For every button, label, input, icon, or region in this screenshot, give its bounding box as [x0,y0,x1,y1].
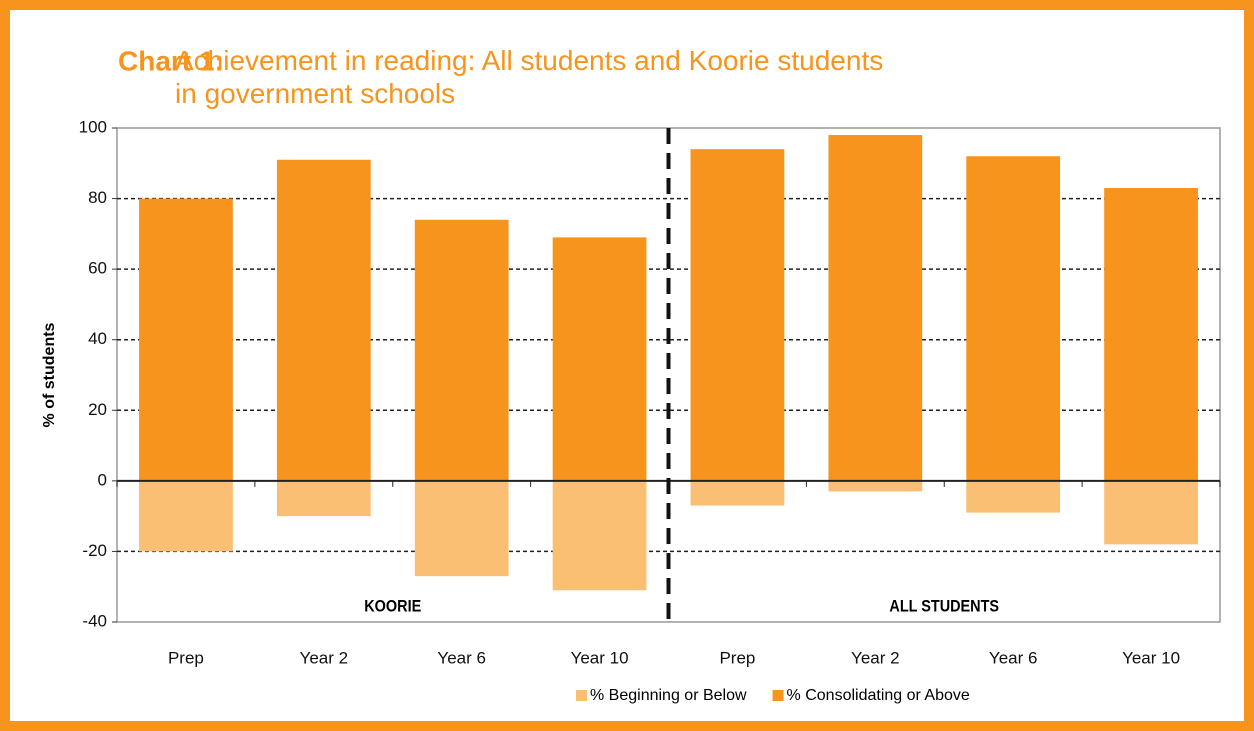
bar [690,149,785,481]
bar [966,156,1061,481]
y-tick-label: -20 [82,541,107,560]
bar [1104,480,1198,545]
legend-label: % Consolidating or Above [787,687,970,704]
legend-swatch [576,690,587,701]
legend-label: % Beginning or Below [590,687,747,704]
y-tick-label: 0 [98,470,107,489]
legend-swatch [772,690,784,701]
bar [966,480,1061,513]
bar [139,198,233,481]
y-tick-label: -40 [82,611,107,630]
x-tick-label: Prep [719,648,755,667]
bar [276,159,371,481]
x-tick-label: Year 6 [437,648,486,667]
y-tick-label: 20 [88,400,107,419]
bar [414,219,509,481]
x-tick-label: Year 2 [300,648,349,667]
y-tick-label: 100 [79,117,107,136]
y-axis-label: % of students [41,322,58,427]
chart-title-prefix: Chart 1: [118,45,224,76]
bar [828,480,923,492]
bar [690,480,785,506]
bar [1104,187,1198,481]
y-tick-label: 80 [88,188,107,207]
y-tick-label: 40 [88,329,107,348]
bar [414,480,509,577]
x-tick-label: Year 10 [1122,648,1180,667]
bar [139,480,233,552]
bar [552,237,647,481]
x-tick-label: Year 10 [571,648,629,667]
annotation: ALL STUDENTS [889,597,999,615]
annotation: KOORIE [364,597,421,615]
x-tick-label: Year 2 [851,648,900,667]
x-tick-label: Prep [168,648,204,667]
bar [276,480,371,517]
chart-title: Achievement in reading: All students and… [175,45,883,109]
bar [828,135,923,481]
y-tick-label: 60 [88,259,107,278]
x-tick-label: Year 6 [989,648,1038,667]
bar [552,480,647,591]
